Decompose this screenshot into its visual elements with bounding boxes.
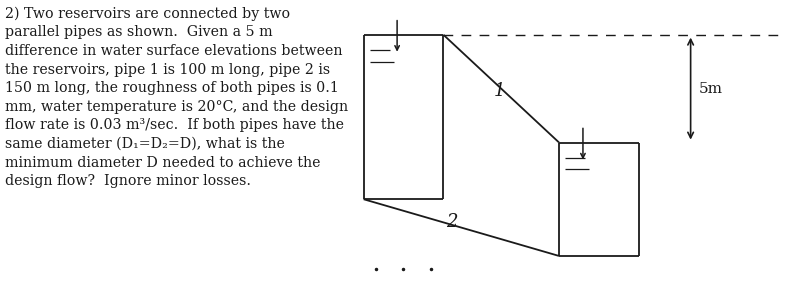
Text: 5m: 5m <box>698 82 722 95</box>
Text: 2: 2 <box>446 213 457 231</box>
Text: 2) Two reservoirs are connected by two
parallel pipes as shown.  Given a 5 m
dif: 2) Two reservoirs are connected by two p… <box>5 6 348 188</box>
Text: 1: 1 <box>494 82 505 100</box>
